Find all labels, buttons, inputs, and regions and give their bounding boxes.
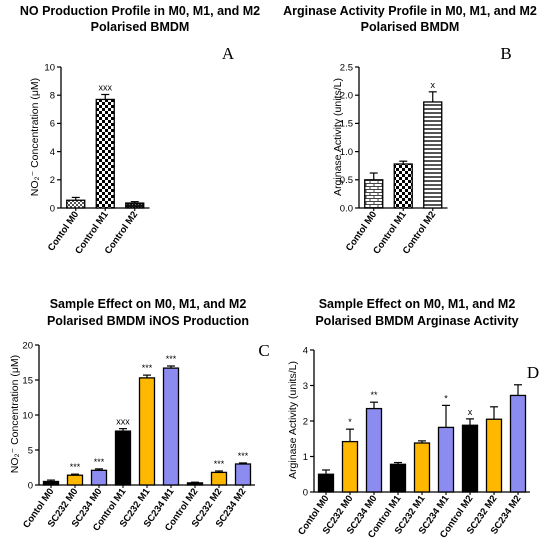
chart-b-y-tick-label-4: 2.0: [340, 91, 353, 102]
chart-d-panel-letter: D: [527, 363, 539, 382]
chart-a-bar-0: [66, 199, 86, 209]
chart-b-y-tick-label-0: 0.0: [340, 203, 353, 214]
chart-c-bar-2: [90, 469, 108, 486]
chart-c-annotation-1: ***: [70, 462, 81, 472]
chart-d-bar-2: [365, 407, 383, 493]
chart-c-bar-3: [114, 430, 132, 486]
chart-c-title-line-1: Sample Effect on M0, M1, and M2: [50, 297, 247, 311]
chart-b-y-tick-label-2: 1.0: [340, 147, 353, 158]
chart-a-title-line-2: Polarised BMDM: [91, 20, 190, 34]
chart-d-y-tick-label-2: 2: [303, 416, 308, 427]
chart-d-bar-4: [413, 442, 431, 493]
chart-b-annotation-2: x: [431, 80, 436, 90]
chart-b-y-tick-label-1: 0.5: [340, 175, 353, 186]
chart-b-bar-2: [423, 101, 443, 209]
chart-c-bar-8: [234, 463, 252, 486]
chart-d-annotation-6: x: [468, 407, 473, 417]
chart-a-y-axis-label: NO₂⁻ Concentration (μM): [29, 78, 41, 196]
chart-c-annotation-5: ***: [166, 354, 177, 364]
chart-b-panel-letter: B: [500, 44, 511, 63]
chart-a-panel-letter: A: [222, 44, 235, 63]
chart-a-bar-2: [125, 202, 145, 209]
chart-d-annotation-2: **: [370, 390, 378, 400]
chart-d-title-line-2: Polarised BMDM Arginase Activity: [315, 314, 518, 328]
chart-c: Sample Effect on M0, M1, and M2 Polarise…: [9, 297, 270, 533]
chart-c-bar-5: [162, 367, 180, 486]
chart-d-bar-1: [341, 440, 359, 493]
chart-d-bar-0: [317, 473, 335, 493]
chart-c-annotation-8: ***: [238, 451, 249, 461]
chart-a-bar-1: [95, 98, 115, 209]
chart-c-y-tick-label-4: 20: [22, 340, 33, 351]
chart-c-y-tick-label-0: 0: [28, 480, 33, 491]
chart-b-title-line-2: Polarised BMDM: [361, 20, 460, 34]
chart-a-y-tick-label-3: 6: [50, 119, 55, 130]
chart-d-y-tick-label-0: 0: [303, 487, 308, 498]
chart-c-bar-1: [66, 474, 84, 486]
chart-d-annotation-1: *: [348, 417, 352, 427]
chart-d-bar-7: [485, 418, 503, 493]
chart-b-bar-1: [393, 163, 413, 209]
chart-a-annotation-1: xxx: [99, 82, 113, 92]
chart-c-annotation-7: ***: [214, 459, 225, 469]
chart-d-bar-3: [389, 463, 407, 493]
chart-c-y-tick-label-3: 15: [22, 375, 33, 386]
chart-d-bar-6: [461, 424, 479, 493]
chart-c-panel-letter: C: [258, 341, 269, 360]
chart-c-y-axis-label: NO₂⁻ Concentration (μM): [9, 355, 21, 473]
chart-c-bar-0: [42, 480, 60, 486]
chart-c-annotation-2: ***: [94, 457, 105, 467]
chart-d-bar-5: [437, 426, 455, 493]
chart-c-title-line-2: Polarised BMDM iNOS Production: [47, 314, 249, 328]
chart-a-y-tick-label-1: 2: [50, 175, 55, 186]
chart-a-title-line-1: NO Production Profile in M0, M1, and M2: [20, 4, 260, 18]
chart-a-y-tick-label-5: 10: [44, 62, 55, 73]
chart-b-y-tick-label-3: 1.5: [340, 119, 353, 130]
chart-c-bar-4: [138, 377, 156, 486]
chart-b-y-axis-label: Arginase Activity (units/L): [332, 78, 344, 196]
chart-c-bar-6: [186, 482, 204, 486]
chart-b-bar-0: [364, 179, 384, 209]
chart-c-y-tick-label-2: 10: [22, 410, 33, 421]
chart-c-annotation-3: xxx: [116, 417, 130, 427]
chart-b: Arginase Activity Profile in M0, M1, and…: [283, 4, 537, 256]
chart-d-y-tick-label-3: 3: [303, 381, 308, 392]
chart-d-y-tick-label-4: 4: [303, 345, 308, 356]
chart-a-y-tick-label-2: 4: [50, 147, 55, 158]
chart-d: Sample Effect on M0, M1, and M2 Polarise…: [287, 297, 539, 540]
chart-a-y-tick-label-0: 0: [50, 203, 55, 214]
chart-d-y-axis-label: Arginase Activity (units/L): [287, 361, 299, 479]
chart-a-y-tick-label-4: 8: [50, 91, 55, 102]
chart-d-y-tick-label-1: 1: [303, 452, 308, 463]
chart-d-annotation-5: *: [444, 393, 448, 403]
chart-a: NO Production Profile in M0, M1, and M2 …: [20, 4, 260, 256]
chart-c-y-tick-label-1: 5: [28, 445, 33, 456]
chart-c-bar-7: [210, 471, 228, 486]
chart-d-title-line-1: Sample Effect on M0, M1, and M2: [319, 297, 516, 311]
chart-b-y-tick-label-5: 2.5: [340, 62, 353, 73]
chart-b-title-line-1: Arginase Activity Profile in M0, M1, and…: [283, 4, 537, 18]
chart-d-bar-8: [509, 394, 527, 493]
chart-c-annotation-4: ***: [142, 363, 153, 373]
